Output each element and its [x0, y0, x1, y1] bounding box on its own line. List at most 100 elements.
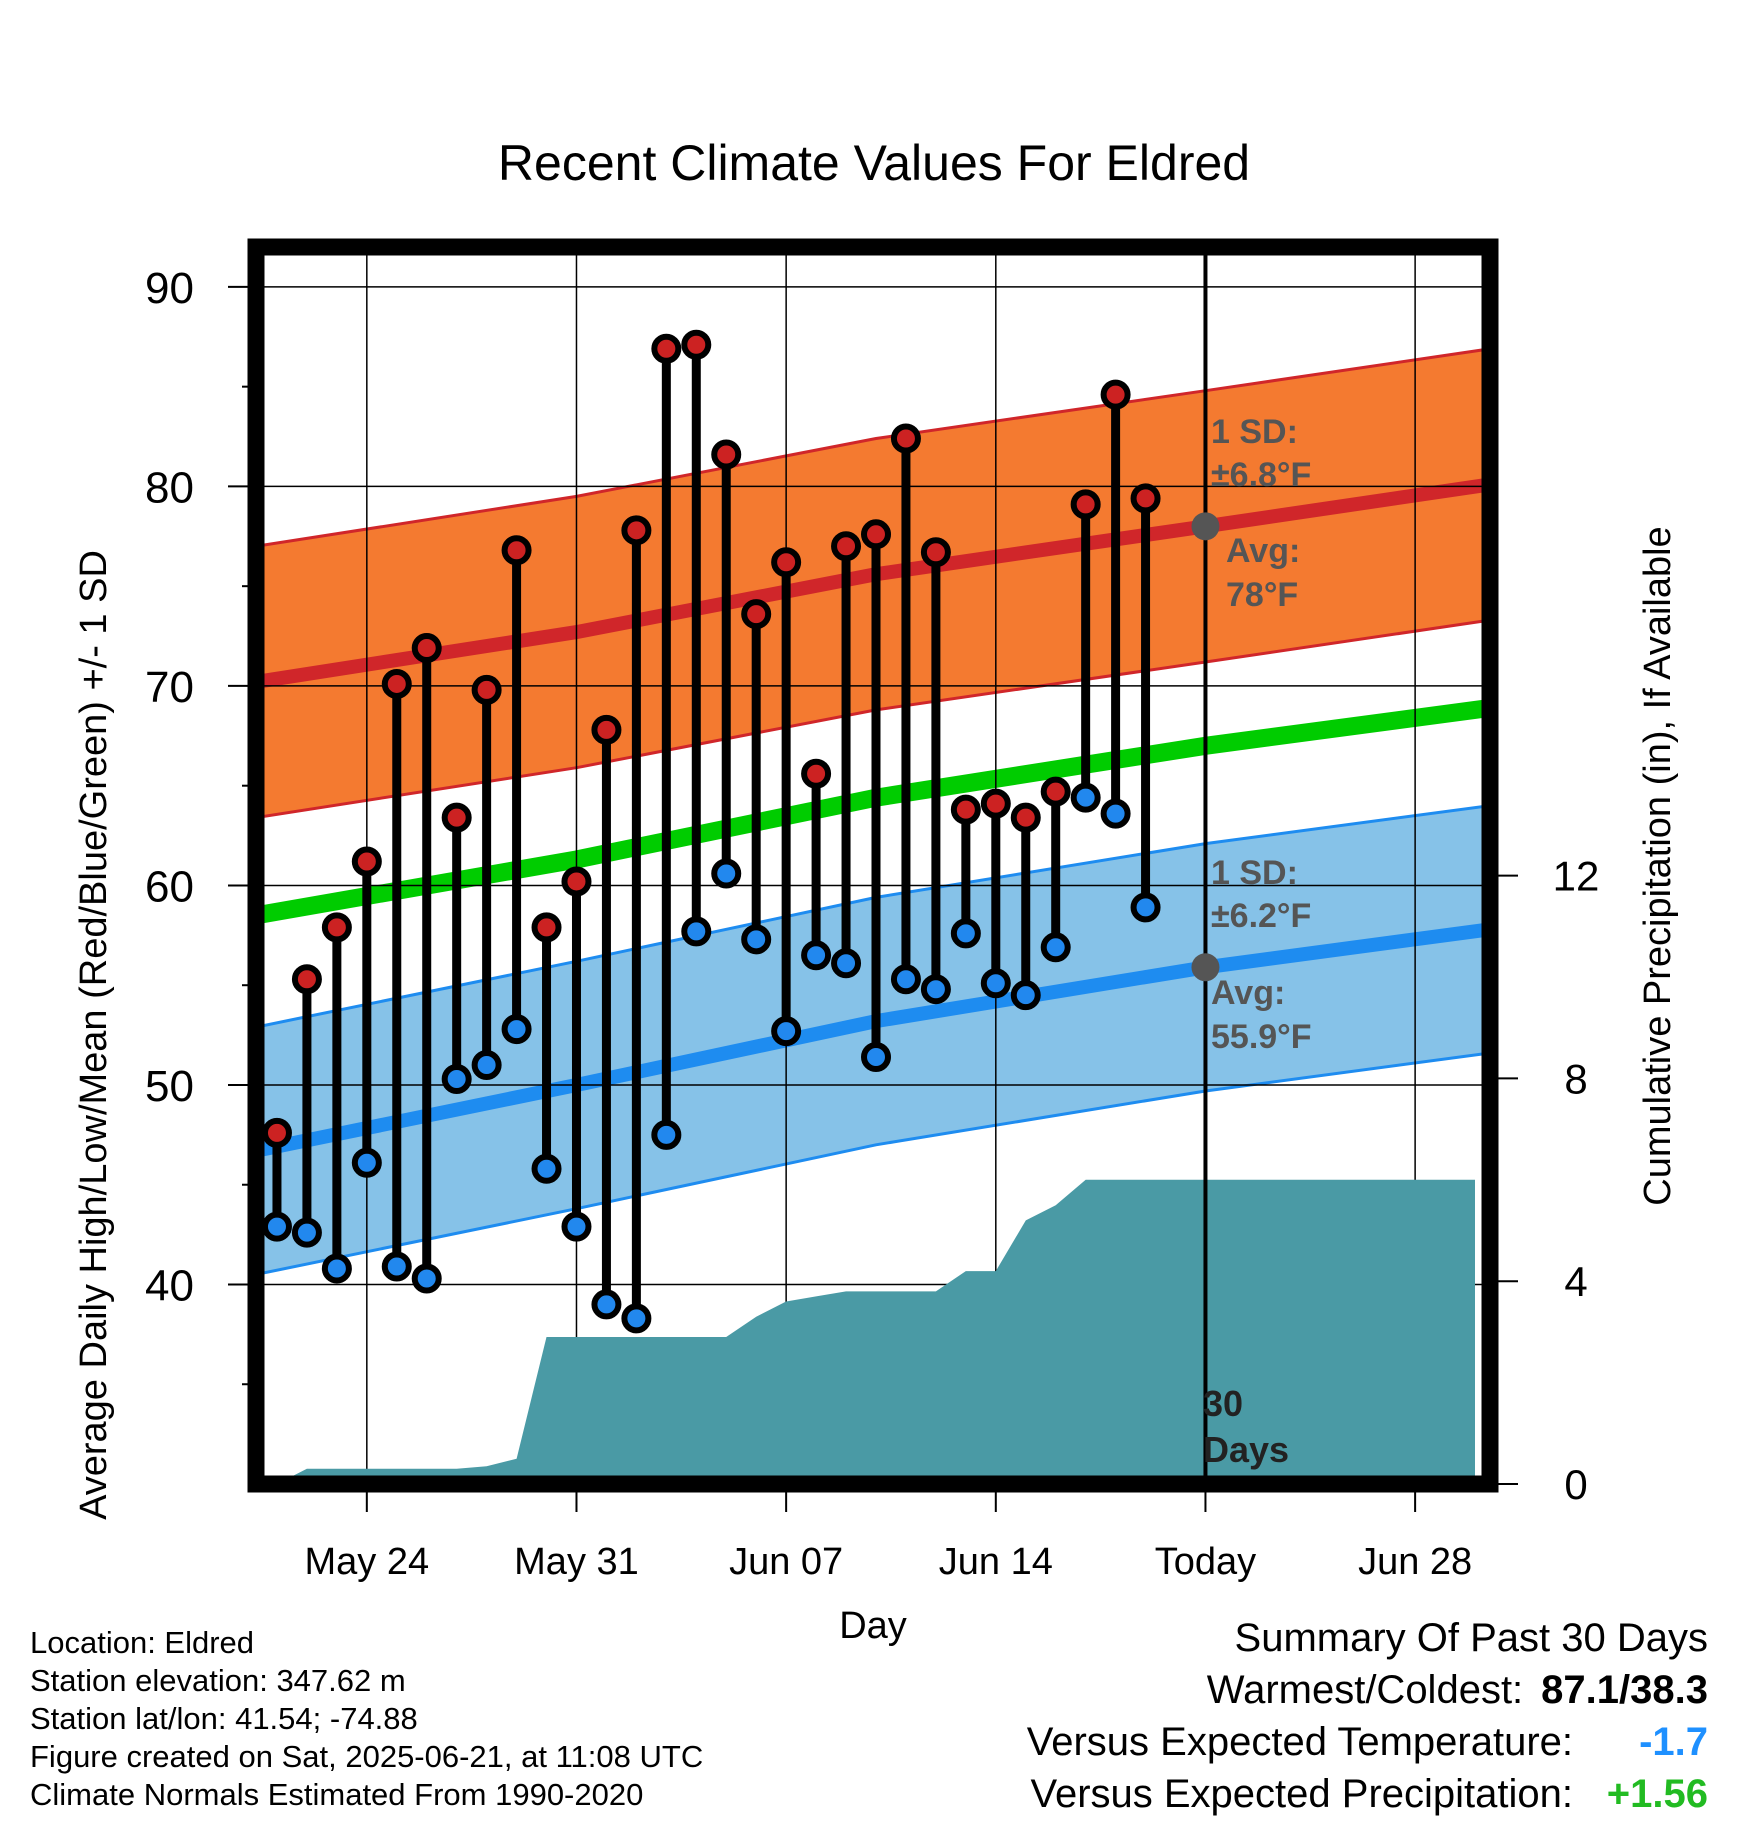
daily-high-point — [681, 329, 712, 360]
daily-range-stems — [272, 247, 1208, 1484]
summary-panel: Summary Of Past 30 Days Warmest/Coldest:… — [808, 1612, 1708, 1820]
y-tick-label: 50 — [145, 1062, 194, 1111]
daily-low-point — [651, 1119, 682, 1150]
daily-high-point — [351, 846, 382, 877]
daily-high-point — [1100, 379, 1131, 410]
summary-warm-cold-row: Warmest/Coldest: 87.1/38.3 — [808, 1664, 1708, 1716]
daily-high-point — [441, 802, 472, 833]
daily-low-point — [591, 1289, 622, 1320]
daily-low-point — [441, 1063, 472, 1094]
daily-low-point — [1070, 782, 1101, 813]
x-tick-label: May 31 — [514, 1541, 639, 1583]
precipitation-area — [277, 1179, 1475, 1484]
x-tick-label: Jun 28 — [1358, 1541, 1472, 1583]
summary-precip-row: Versus Expected Precipitation: +1.56 — [808, 1768, 1708, 1820]
high-avg-value: 78°F — [1226, 576, 1298, 614]
daily-high-point — [621, 515, 652, 546]
daily-high-point — [860, 519, 891, 550]
daily-low-point — [771, 1016, 802, 1047]
daily-low-point — [950, 918, 981, 949]
chart-title: Recent Climate Values For Eldred — [497, 135, 1251, 191]
daily-low-point — [1100, 798, 1131, 829]
daily-low-point — [561, 1211, 592, 1242]
daily-high-point — [1070, 489, 1101, 520]
y2-axis-label: Cumulative Precipitation (in), If Availa… — [1637, 526, 1679, 1205]
cumulative-precip-area — [277, 1179, 1475, 1484]
daily-high-point — [801, 758, 832, 789]
y-tick-label: 70 — [145, 663, 194, 712]
y-tick-label: 90 — [145, 264, 194, 313]
daily-high-point — [501, 535, 532, 566]
temp-anomaly-value: -1.7 — [1639, 1720, 1708, 1764]
low-sd-value: ±6.2°F — [1211, 897, 1311, 935]
x-tick-label: Today — [1155, 1541, 1256, 1583]
daily-low-point — [831, 948, 862, 979]
daily-high-point — [1010, 802, 1041, 833]
daily-low-point — [1130, 892, 1161, 923]
daily-high-point — [381, 668, 412, 699]
x-tick-label: Jun 14 — [939, 1541, 1053, 1583]
daily-high-point — [890, 423, 921, 454]
daily-low-point — [261, 1211, 292, 1242]
daily-high-point — [411, 633, 442, 664]
low-sd-label: 1 SD: — [1211, 854, 1298, 892]
precip-anomaly-label: Versus Expected Precipitation: — [1030, 1772, 1573, 1816]
station-info: Location: Eldred Station elevation: 347.… — [30, 1624, 703, 1814]
daily-low-point — [681, 916, 712, 947]
daily-low-point — [471, 1050, 502, 1081]
y-axis-label: Average Daily High/Low/Mean (Red/Blue/Gr… — [73, 550, 115, 1520]
warm-cold-value: 87.1/38.3 — [1541, 1668, 1708, 1712]
daily-low-point — [411, 1263, 442, 1294]
summary-temp-row: Versus Expected Temperature: -1.7 — [808, 1716, 1708, 1768]
daily-high-point — [950, 794, 981, 825]
latlon-text: Station lat/lon: 41.54; -74.88 — [30, 1701, 418, 1736]
location-text: Location: Eldred — [30, 1625, 255, 1660]
daily-low-point — [531, 1153, 562, 1184]
daily-markers — [261, 329, 1220, 1334]
x-tick-label: Jun 07 — [729, 1541, 843, 1583]
created-text: Figure created on Sat, 2025-06-21, at 11… — [30, 1739, 704, 1774]
daily-low-point — [860, 1042, 891, 1073]
y2-tick-label: 4 — [1564, 1258, 1587, 1305]
daily-high-point — [1040, 776, 1071, 807]
annotations: 1 SD: ±6.8°F Avg: 78°F 1 SD: ±6.2°F Avg:… — [1203, 413, 1312, 1470]
daily-low-point — [1040, 932, 1071, 963]
daily-high-point — [651, 333, 682, 364]
high-sd-label: 1 SD: — [1211, 413, 1298, 451]
daily-high-point — [980, 788, 1011, 819]
daily-high-point — [741, 599, 772, 630]
y-tick-label: 60 — [145, 862, 194, 911]
summary-heading: Summary Of Past 30 Days — [1234, 1616, 1708, 1660]
plot-frame — [247, 238, 1499, 1493]
daily-high-point — [291, 964, 322, 995]
daily-high-point — [561, 866, 592, 897]
daily-low-point — [711, 858, 742, 889]
axes: 40 50 60 70 80 90 0 4 8 12 May 24 May 31 Jun 07 Jun 1… — [145, 264, 1599, 1583]
y2-tick-label: 0 — [1564, 1461, 1587, 1508]
daily-high-point — [771, 547, 802, 578]
y2-tick-label: 8 — [1564, 1055, 1587, 1102]
daily-low-point — [741, 924, 772, 955]
daily-low-point — [1010, 980, 1041, 1011]
daily-high-point — [1130, 483, 1161, 514]
daily-high-point — [471, 674, 502, 705]
daily-low-point — [291, 1217, 322, 1248]
high-avg-label: Avg: — [1226, 532, 1300, 570]
precip-anomaly-value: +1.56 — [1606, 1772, 1708, 1816]
daily-low-point — [621, 1303, 652, 1334]
low-avg-value: 55.9°F — [1211, 1018, 1312, 1056]
y-tick-label: 40 — [145, 1261, 194, 1310]
daily-high-point — [831, 531, 862, 562]
daily-low-point — [980, 968, 1011, 999]
today-low-avg-point — [1191, 953, 1220, 982]
low-avg-label: Avg: — [1211, 974, 1285, 1012]
days-word-label: Days — [1203, 1429, 1289, 1470]
days-count-label: 30 — [1203, 1383, 1243, 1424]
y-tick-label: 80 — [145, 463, 194, 512]
daily-low-point — [501, 1014, 532, 1045]
daily-high-point — [591, 714, 622, 745]
temp-anomaly-label: Versus Expected Temperature: — [1026, 1720, 1573, 1764]
x-axis-label: Day — [839, 1605, 907, 1647]
daily-low-point — [920, 974, 951, 1005]
